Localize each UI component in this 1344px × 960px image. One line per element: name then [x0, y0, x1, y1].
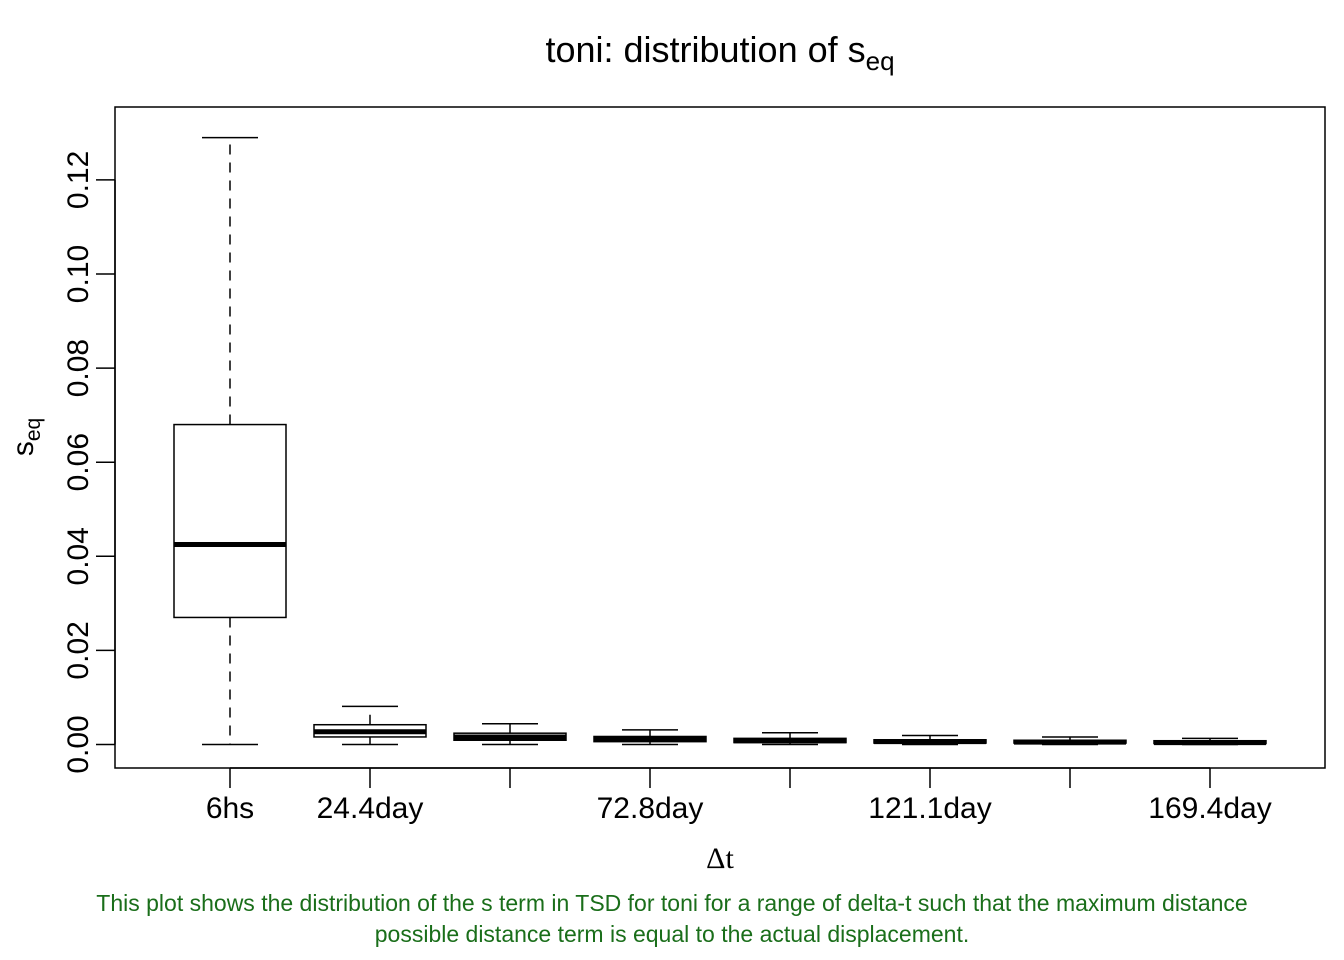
box-3	[453, 723, 567, 746]
box-4	[593, 729, 707, 746]
x-axis: 6hs 24.4day 72.8day 121.1day 169.4day	[206, 767, 1272, 825]
box-5	[733, 731, 847, 746]
y-axis-label-subscript: eq	[22, 418, 45, 441]
y-tick-label: 0.02	[62, 621, 95, 679]
y-tick-label: 0.12	[62, 151, 95, 209]
y-axis: 0.00 0.02 0.04 0.06 0.08 0.10 0.12	[62, 151, 116, 774]
chart-title-subscript: eq	[866, 46, 895, 76]
y-tick-label: 0.06	[62, 433, 95, 491]
box-1	[173, 136, 287, 746]
box-8	[1153, 737, 1267, 746]
plot-frame	[114, 106, 1326, 769]
x-axis-label: Δt	[706, 842, 734, 875]
chart-caption: This plot shows the distribution of the …	[96, 890, 1248, 947]
x-tick-label: 6hs	[206, 792, 254, 825]
box-2	[313, 705, 427, 746]
y-tick-label: 0.00	[62, 715, 95, 773]
y-tick-label: 0.08	[62, 339, 95, 397]
boxes-group	[173, 136, 1267, 746]
x-tick-label: 72.8day	[597, 792, 704, 825]
x-tick-label: 169.4day	[1148, 792, 1271, 825]
x-tick-label: 24.4day	[317, 792, 424, 825]
y-axis-label: seq	[7, 418, 45, 456]
chart-title: toni: distribution of seq	[545, 29, 894, 76]
chart-title-main: toni: distribution of s	[545, 29, 865, 70]
box-7	[1013, 736, 1127, 746]
y-axis-label-main: s	[7, 441, 40, 456]
iqr-box	[173, 423, 287, 619]
x-tick-label: 121.1day	[868, 792, 991, 825]
box-6	[873, 734, 987, 746]
y-tick-label: 0.04	[62, 527, 95, 585]
y-tick-label: 0.10	[62, 245, 95, 303]
